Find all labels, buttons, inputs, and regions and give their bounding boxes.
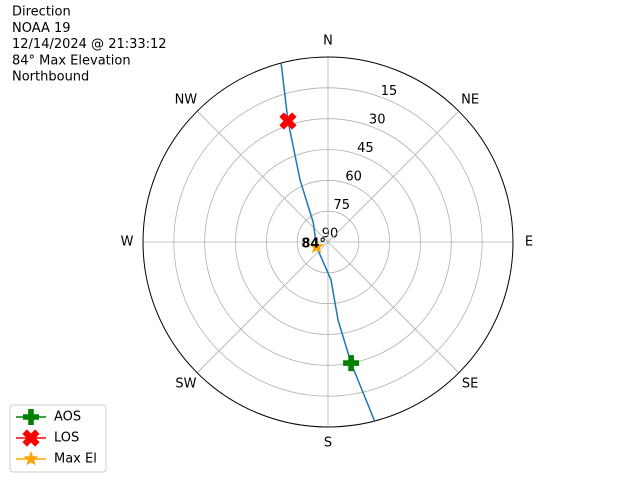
r-tick-label: 45 bbox=[357, 141, 374, 156]
r-tick-label: 75 bbox=[334, 198, 351, 213]
direction-label: S bbox=[324, 436, 332, 451]
r-tick-label: 60 bbox=[345, 170, 362, 185]
title-line: 84° Max Elevation bbox=[12, 53, 131, 68]
r-tick-label: 15 bbox=[381, 84, 398, 99]
direction-label: E bbox=[525, 235, 533, 250]
marker-star bbox=[309, 238, 325, 254]
direction-label: N bbox=[323, 34, 333, 49]
legend-marker bbox=[23, 451, 39, 466]
legend: AOS LOS Max El bbox=[9, 404, 107, 473]
direction-label: SE bbox=[462, 377, 478, 392]
r-tick-label: 90 bbox=[322, 227, 339, 242]
grid-spoke bbox=[196, 241, 329, 374]
grid-spoke bbox=[327, 110, 460, 243]
marker-plus bbox=[343, 355, 360, 372]
title-line: 12/14/2024 @ 21:33:12 bbox=[12, 37, 167, 52]
title-line: NOAA 19 bbox=[12, 21, 71, 36]
legend-marker bbox=[22, 429, 40, 447]
title-line: Northbound bbox=[12, 70, 89, 85]
grid-spoke bbox=[327, 241, 460, 374]
marker-x bbox=[279, 112, 297, 130]
legend-label: AOS bbox=[54, 410, 81, 425]
title-line: Direction bbox=[12, 5, 71, 20]
legend-label: LOS bbox=[54, 431, 79, 446]
legend-marker bbox=[23, 409, 39, 425]
direction-label: W bbox=[121, 235, 134, 250]
r-tick-label: 30 bbox=[369, 113, 386, 128]
legend-label: Max El bbox=[54, 452, 97, 467]
grid-spoke bbox=[196, 110, 329, 243]
legend-box bbox=[9, 404, 107, 473]
direction-label: NE bbox=[461, 92, 479, 107]
polar-frame bbox=[142, 56, 514, 428]
direction-label: SW bbox=[175, 377, 196, 392]
direction-label: NW bbox=[175, 92, 198, 107]
max-el-label: 84° bbox=[301, 236, 326, 251]
